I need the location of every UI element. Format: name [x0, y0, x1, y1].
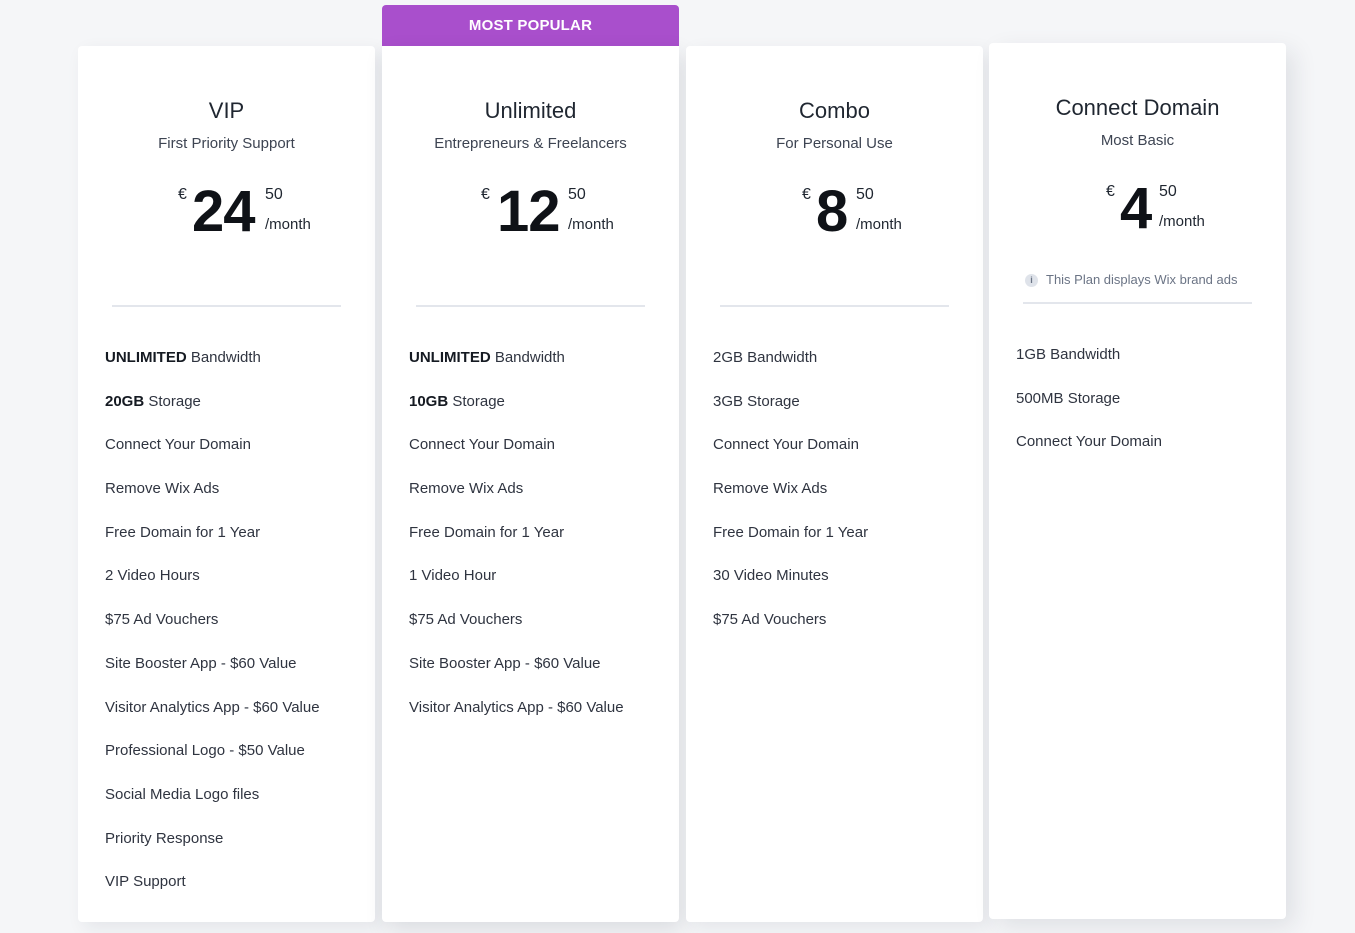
feature-item: 30 Video Minutes	[713, 567, 829, 585]
wix-ads-notice-text: This Plan displays Wix brand ads	[1046, 272, 1238, 287]
currency-symbol: €	[1106, 183, 1115, 200]
feature-item: 1GB Bandwidth	[1016, 346, 1121, 363]
price-period: /month	[568, 216, 614, 233]
feature-item: 3GB Storage	[713, 392, 800, 410]
price-amount: 4	[1120, 176, 1152, 241]
plan-tagline: For Personal Use	[776, 135, 893, 152]
feature-item: Connect Your Domain	[105, 436, 251, 454]
feature-list: UNLIMITED Bandwidth 10GB Storage Connect…	[409, 349, 624, 742]
price-cents: 50	[568, 186, 586, 203]
plan-card-vip[interactable]: VIP First Priority Support € 24 50 /mont…	[78, 46, 375, 922]
feature-item: 10GB Storage	[409, 392, 505, 410]
feature-item: 20GB Storage	[105, 392, 201, 410]
divider	[720, 305, 949, 307]
feature-item: Priority Response	[105, 829, 224, 847]
plan-card-unlimited[interactable]: Unlimited Entrepreneurs & Freelancers € …	[382, 46, 679, 922]
price-cents: 50	[265, 186, 283, 203]
plan-tagline: Entrepreneurs & Freelancers	[434, 135, 627, 152]
divider	[416, 305, 645, 307]
price-amount: 8	[816, 179, 848, 244]
feature-item: Site Booster App - $60 Value	[105, 654, 297, 672]
feature-item: VIP Support	[105, 873, 186, 891]
feature-item: $75 Ad Vouchers	[713, 611, 827, 629]
feature-item: Connect Your Domain	[1016, 433, 1162, 451]
feature-item: Connect Your Domain	[409, 436, 555, 454]
price-period: /month	[856, 216, 902, 233]
feature-item: UNLIMITED Bandwidth	[105, 349, 261, 366]
info-icon: i	[1025, 274, 1038, 287]
feature-item: Professional Logo - $50 Value	[105, 742, 305, 760]
currency-symbol: €	[481, 186, 490, 203]
plan-name: Unlimited	[484, 98, 577, 123]
plan-name: Connect Domain	[1055, 95, 1220, 120]
feature-item: Visitor Analytics App - $60 Value	[409, 698, 624, 716]
currency-symbol: €	[178, 186, 187, 203]
feature-item: Free Domain for 1 Year	[105, 523, 261, 541]
feature-item: Site Booster App - $60 Value	[409, 654, 601, 672]
feature-item: UNLIMITED Bandwidth	[409, 349, 565, 366]
feature-item: Remove Wix Ads	[713, 480, 828, 498]
feature-item: $75 Ad Vouchers	[105, 611, 219, 629]
feature-item: 500MB Storage	[1016, 389, 1121, 407]
feature-list: 2GB Bandwidth 3GB Storage Connect Your D…	[713, 349, 868, 655]
feature-list: 1GB Bandwidth 500MB Storage Connect Your…	[1016, 346, 1162, 477]
price-cents: 50	[856, 186, 874, 203]
price-amount: 12	[497, 179, 561, 244]
divider	[1023, 302, 1252, 304]
divider	[112, 305, 341, 307]
feature-item: 2 Video Hours	[105, 567, 200, 585]
feature-item: Connect Your Domain	[713, 436, 859, 454]
feature-item: Free Domain for 1 Year	[713, 523, 869, 541]
plan-name: VIP	[208, 98, 245, 123]
feature-item: Social Media Logo files	[105, 785, 260, 803]
plan-tagline: First Priority Support	[158, 135, 295, 152]
plan-card-combo[interactable]: Combo For Personal Use € 8 50 /month 2GB…	[686, 46, 983, 922]
currency-symbol: €	[802, 186, 811, 203]
price-cents: 50	[1159, 183, 1177, 200]
price-period: /month	[1159, 213, 1205, 230]
feature-item: Free Domain for 1 Year	[409, 523, 565, 541]
price-period: /month	[265, 216, 311, 233]
plan-name: Combo	[799, 98, 870, 123]
feature-item: Visitor Analytics App - $60 Value	[105, 698, 320, 716]
feature-list: UNLIMITED Bandwidth 20GB Storage Connect…	[105, 349, 320, 917]
feature-item: 1 Video Hour	[409, 567, 497, 585]
feature-item: Remove Wix Ads	[409, 480, 524, 498]
price-amount: 24	[192, 179, 256, 244]
most-popular-ribbon: MOST POPULAR	[382, 5, 679, 46]
plan-card-connect-domain[interactable]: Connect Domain Most Basic € 4 50 /month …	[989, 43, 1286, 919]
feature-item: $75 Ad Vouchers	[409, 611, 523, 629]
feature-item: 2GB Bandwidth	[713, 349, 818, 366]
feature-item: Remove Wix Ads	[105, 480, 220, 498]
wix-ads-notice: i This Plan displays Wix brand ads	[1025, 272, 1237, 287]
plan-tagline: Most Basic	[1100, 132, 1175, 149]
